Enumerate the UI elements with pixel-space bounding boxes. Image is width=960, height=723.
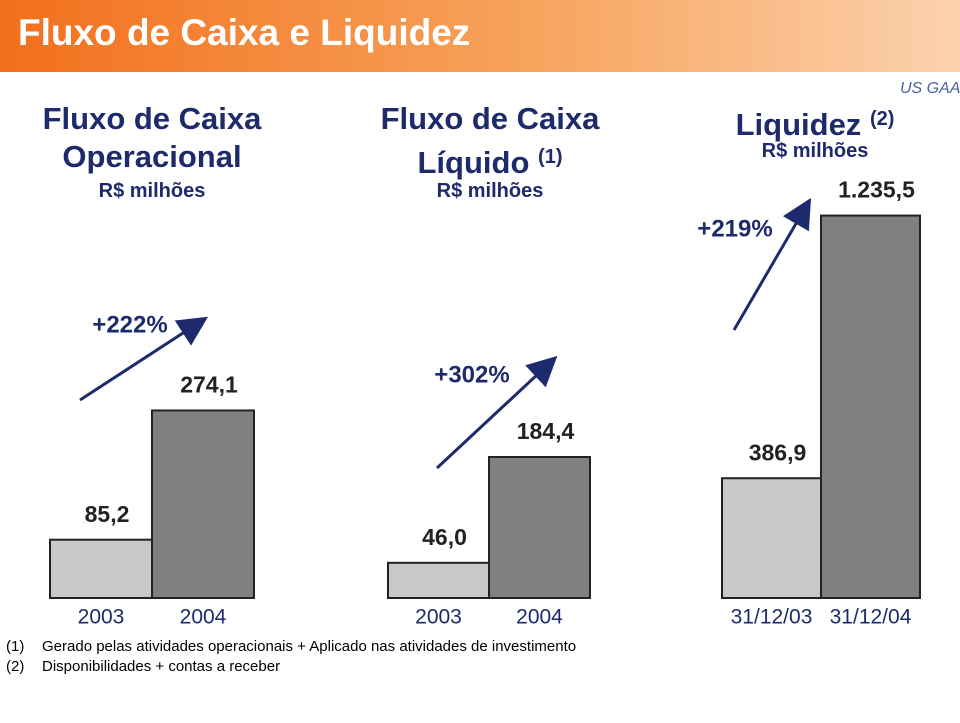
footnote-text: Gerado pelas atividades operacionais + A… bbox=[42, 638, 577, 655]
value-label: 386,9 bbox=[749, 439, 807, 465]
x-tick-label: 2004 bbox=[516, 606, 563, 629]
chart-title: Fluxo de Caixa Líquido bbox=[380, 101, 600, 180]
footnote: (2) Disponibilidades + contas a receber bbox=[6, 658, 280, 675]
footnote-text: Disponibilidades + contas a receber bbox=[42, 658, 281, 675]
annotation: +219% bbox=[697, 215, 772, 242]
header-bar: Fluxo de Caixa e Liquidez bbox=[0, 0, 960, 72]
x-tick-label: 31/12/04 bbox=[830, 606, 912, 629]
tag: US GAAP bbox=[900, 80, 960, 97]
growth-arrow bbox=[732, 197, 812, 331]
bar bbox=[721, 477, 822, 599]
bar bbox=[49, 538, 153, 599]
chart-title-box: Fluxo de Caixa Líquido (1) bbox=[360, 100, 620, 182]
bar bbox=[488, 455, 591, 599]
growth-arrow bbox=[435, 355, 558, 470]
footnote-marker: (2) bbox=[6, 658, 25, 675]
x-tick-label: 2003 bbox=[415, 606, 462, 629]
title-note: (2) bbox=[869, 108, 895, 130]
value-label: 1.235,5 bbox=[838, 177, 915, 203]
slide-title: Fluxo de Caixa e Liquidez bbox=[18, 12, 471, 53]
bar bbox=[387, 561, 490, 600]
title-note: (1) bbox=[538, 146, 563, 168]
bar bbox=[151, 409, 255, 599]
value-label: 274,1 bbox=[180, 372, 238, 398]
footnote-marker: (1) bbox=[6, 638, 25, 655]
annotation: +222% bbox=[92, 311, 167, 338]
x-tick-label: 2003 bbox=[78, 606, 125, 629]
chart-title: Liquidez bbox=[735, 107, 862, 142]
chart-subtitle: R$ milhões bbox=[98, 180, 206, 202]
chart-title-box: Liquidez (2) bbox=[685, 100, 945, 144]
growth-arrow bbox=[79, 316, 209, 402]
chart-subtitle: R$ milhões bbox=[436, 180, 544, 202]
footnote: (1) Gerado pelas atividades operacionais … bbox=[6, 638, 576, 655]
chart-title-box: Fluxo de Caixa Operacional bbox=[22, 100, 282, 176]
chart-subtitle: R$ milhões bbox=[761, 140, 869, 162]
value-label: 46,0 bbox=[422, 524, 467, 550]
bar bbox=[820, 214, 921, 599]
value-label: 85,2 bbox=[85, 501, 130, 527]
value-label: 184,4 bbox=[517, 418, 575, 444]
x-tick-label: 31/12/03 bbox=[731, 606, 813, 629]
x-tick-label: 2004 bbox=[180, 606, 227, 629]
annotation: +302% bbox=[434, 361, 509, 388]
chart-title: Fluxo de Caixa Operacional bbox=[42, 101, 262, 174]
